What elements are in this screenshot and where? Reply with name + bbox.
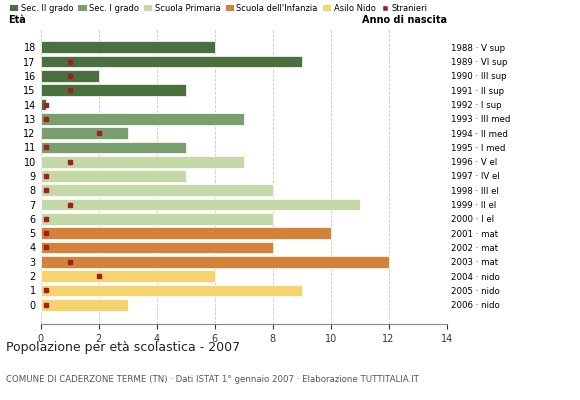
Text: COMUNE DI CADERZONE TERME (TN) · Dati ISTAT 1° gennaio 2007 · Elaborazione TUTTI: COMUNE DI CADERZONE TERME (TN) · Dati IS… xyxy=(6,375,419,384)
Text: Popolazione per età scolastica - 2007: Popolazione per età scolastica - 2007 xyxy=(6,341,240,354)
Bar xyxy=(41,284,302,296)
Bar xyxy=(41,127,128,139)
Bar xyxy=(41,170,186,182)
Bar xyxy=(41,84,186,96)
Bar xyxy=(41,99,46,110)
Bar xyxy=(41,70,99,82)
Bar xyxy=(41,56,302,68)
Bar xyxy=(41,199,360,210)
Bar xyxy=(41,113,244,125)
Text: Età: Età xyxy=(8,15,26,25)
Bar xyxy=(41,227,331,239)
Bar xyxy=(41,256,389,268)
Bar xyxy=(41,184,273,196)
Bar xyxy=(41,242,273,253)
Bar xyxy=(41,299,128,310)
Bar xyxy=(41,213,273,225)
Bar xyxy=(41,142,186,153)
Bar xyxy=(41,156,244,168)
Bar xyxy=(41,42,215,53)
Bar xyxy=(41,270,215,282)
Legend: Sec. II grado, Sec. I grado, Scuola Primaria, Scuola dell'Infanzia, Asilo Nido, : Sec. II grado, Sec. I grado, Scuola Prim… xyxy=(10,4,427,13)
Text: Anno di nascita: Anno di nascita xyxy=(361,15,447,25)
